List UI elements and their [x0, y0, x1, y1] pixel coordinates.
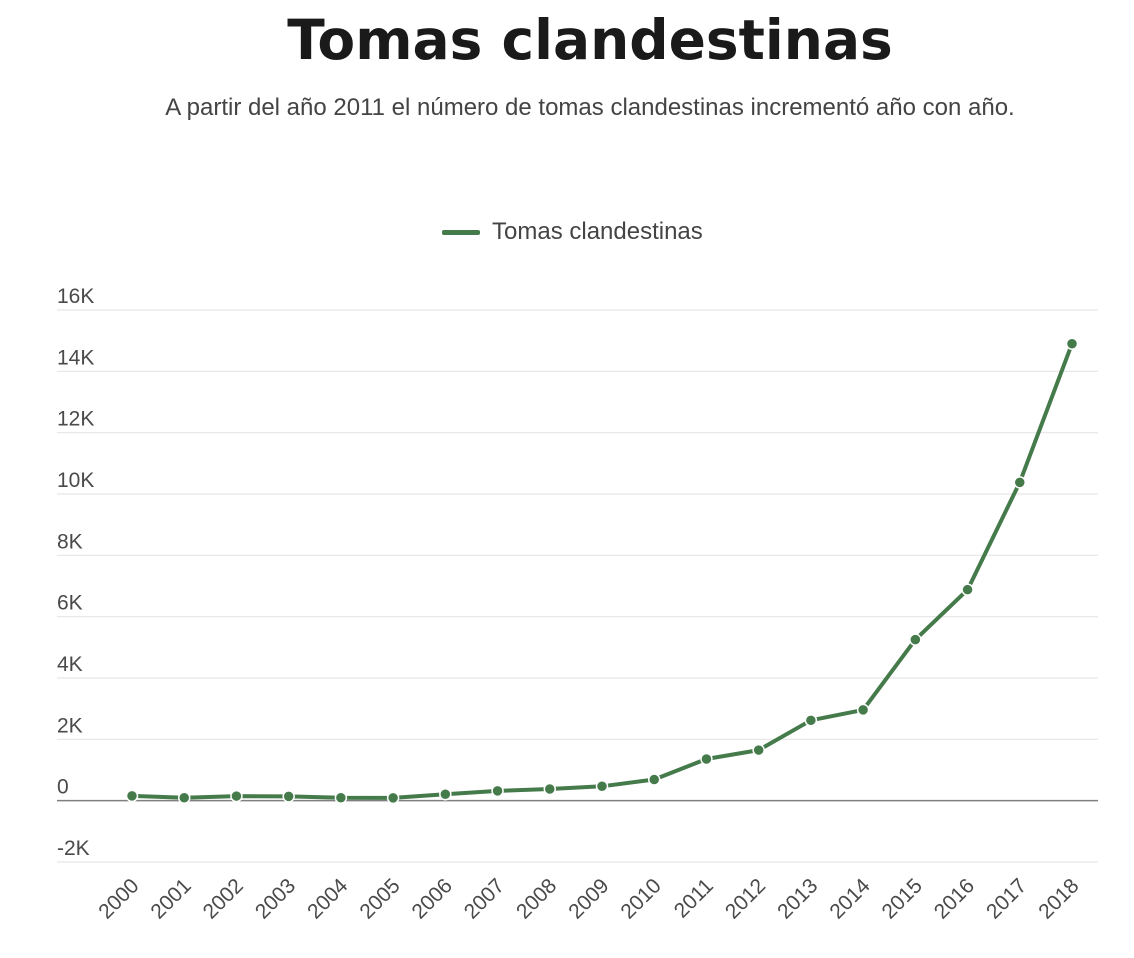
x-tick-label: 2017 — [982, 874, 1031, 923]
y-tick-label: 4K — [57, 653, 83, 676]
data-point — [909, 633, 922, 646]
data-point — [543, 782, 557, 796]
x-tick-label: 2009 — [564, 874, 613, 923]
y-tick-label: 2K — [57, 714, 83, 737]
x-tick-label: 2008 — [512, 874, 561, 923]
x-tick-label: 2012 — [721, 874, 770, 923]
data-point — [125, 789, 139, 803]
data-point — [386, 791, 400, 805]
data-point — [177, 791, 191, 805]
x-tick-label: 2000 — [94, 874, 143, 923]
data-point — [804, 714, 818, 727]
y-tick-label: 16K — [57, 285, 94, 308]
x-tick-label: 2014 — [825, 874, 875, 924]
x-tick-label: 2002 — [199, 874, 248, 923]
grid-lines — [57, 309, 1098, 863]
data-point — [961, 583, 974, 596]
y-tick-label: 14K — [57, 346, 94, 369]
x-tick-label: 2011 — [670, 874, 718, 922]
data-point — [230, 789, 243, 803]
y-tick-label: 12K — [57, 408, 94, 431]
chart-title: Tomas clandestinas — [287, 8, 893, 72]
series-tomas-clandestinas — [130, 341, 1074, 800]
x-tick-label: 2016 — [930, 874, 979, 923]
data-point — [752, 743, 765, 757]
data-point — [1013, 476, 1027, 489]
data-point — [647, 773, 661, 786]
y-tick-label: 8K — [57, 530, 83, 553]
x-tick-label: 2013 — [773, 874, 822, 923]
data-point — [856, 703, 870, 717]
data-point — [700, 752, 713, 766]
x-tick-label: 2005 — [355, 874, 404, 923]
chart-subtitle: A partir del año 2011 el número de tomas… — [165, 94, 1015, 121]
y-tick-label: 6K — [57, 592, 83, 615]
data-point — [439, 787, 452, 801]
y-axis-labels: 16K 14K 12K 10K 8K 6K 4K 2K 0 -2K — [57, 285, 94, 860]
x-tick-label: 2010 — [616, 874, 665, 923]
x-tick-label: 2003 — [251, 874, 300, 923]
y-tick-label: -2K — [57, 837, 90, 860]
series-line — [130, 341, 1074, 800]
y-tick-label: 10K — [57, 469, 94, 492]
data-point — [491, 784, 504, 798]
data-point — [334, 791, 348, 805]
x-tick-label: 2004 — [303, 874, 353, 924]
x-tick-label: 2018 — [1034, 874, 1083, 923]
x-tick-label: 2015 — [878, 874, 927, 923]
data-point — [595, 780, 609, 793]
x-axis-labels: 2000 2001 2002 2003 2004 2005 2006 2007 2008 2009… — [94, 874, 1083, 924]
x-tick-label: 2006 — [408, 874, 457, 923]
data-point — [1065, 337, 1079, 350]
legend-swatch — [442, 229, 480, 235]
data-points — [125, 337, 1079, 805]
x-tick-label: 2001 — [146, 874, 195, 923]
y-tick-label: 0 — [57, 776, 69, 799]
legend-label: Tomas clandestinas — [492, 218, 703, 245]
x-tick-label: 2007 — [460, 874, 509, 923]
legend[interactable]: Tomas clandestinas — [442, 215, 703, 249]
data-point — [282, 790, 295, 803]
